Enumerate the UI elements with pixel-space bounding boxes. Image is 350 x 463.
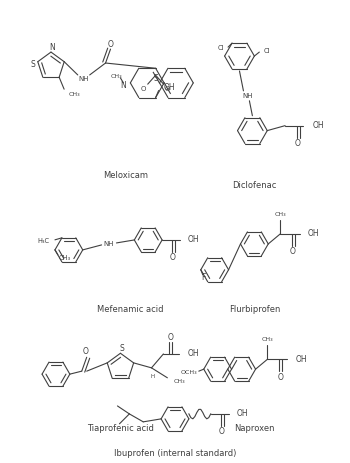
Text: O: O (83, 347, 89, 356)
Text: Ibuprofen (internal standard): Ibuprofen (internal standard) (114, 449, 236, 458)
Text: Cl: Cl (218, 45, 224, 51)
Text: O: O (167, 332, 173, 342)
Text: N: N (49, 43, 55, 51)
Text: CH₃: CH₃ (59, 255, 71, 261)
Text: Diclofenac: Diclofenac (232, 181, 276, 190)
Text: CH₃: CH₃ (111, 75, 122, 80)
Text: NH: NH (103, 241, 114, 247)
Text: NH: NH (242, 93, 253, 99)
Text: CH₃: CH₃ (274, 212, 286, 217)
Text: Flurbiprofen: Flurbiprofen (229, 305, 280, 314)
Text: H₃C: H₃C (38, 238, 50, 244)
Text: NH: NH (78, 76, 89, 82)
Text: S: S (119, 344, 124, 353)
Text: O: O (278, 373, 283, 382)
Text: S: S (153, 74, 158, 83)
Text: O: O (290, 247, 296, 257)
Text: Meloxicam: Meloxicam (103, 171, 148, 180)
Text: CH₃: CH₃ (69, 92, 81, 97)
Text: O: O (107, 40, 113, 49)
Text: S: S (30, 60, 35, 69)
Text: OH: OH (295, 355, 307, 364)
Text: Naproxen: Naproxen (234, 424, 275, 433)
Text: OH: OH (313, 121, 324, 130)
Text: OH: OH (188, 236, 200, 244)
Text: OCH₃: OCH₃ (180, 369, 197, 375)
Text: N: N (120, 81, 126, 90)
Text: H: H (150, 374, 155, 379)
Text: Cl: Cl (263, 48, 270, 54)
Text: OH: OH (308, 230, 320, 238)
Text: CH₃: CH₃ (173, 379, 185, 384)
Text: Mefenamic acid: Mefenamic acid (97, 305, 163, 314)
Text: O: O (165, 86, 170, 92)
Text: O: O (219, 427, 225, 436)
Text: O: O (295, 139, 301, 148)
Text: F: F (202, 273, 206, 282)
Text: OH: OH (187, 350, 199, 358)
Text: Tiaprofenic acid: Tiaprofenic acid (87, 424, 154, 433)
Text: OH: OH (237, 409, 248, 419)
Text: CH₃: CH₃ (262, 337, 273, 342)
Text: O: O (141, 86, 146, 92)
Text: OH: OH (163, 83, 175, 92)
Text: O: O (170, 253, 176, 263)
